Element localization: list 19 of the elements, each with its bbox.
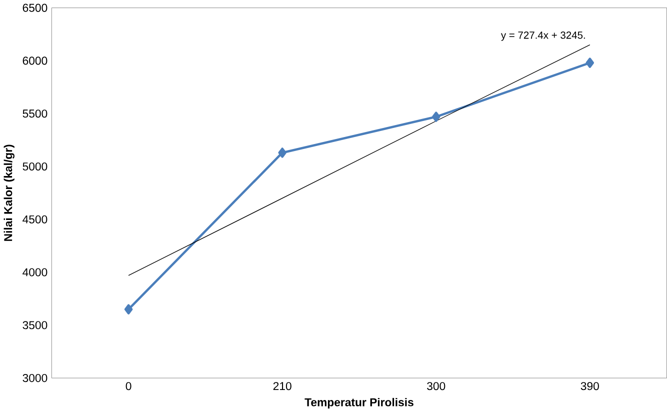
x-tick-label: 300 (427, 382, 446, 390)
y-tick-label: 4500 (22, 215, 48, 224)
y-tick-label: 6500 (22, 4, 48, 12)
y-tick-label: 3000 (22, 374, 48, 382)
point (586, 58, 594, 68)
y-axis-title: Nilai Kalor (kal/gr) (4, 144, 14, 241)
x-axis-title: Temperatur Pirolisis (304, 398, 414, 408)
x-tick-label: 210 (273, 382, 292, 390)
annotation: y = 727.4x + 3245. (500, 31, 585, 41)
y-tick-label: 5500 (22, 109, 48, 118)
y-tick-label: 3500 (22, 320, 48, 330)
x-tick-label: 0 (126, 382, 132, 390)
point (432, 111, 440, 122)
y-tick-label: 6000 (22, 56, 48, 65)
y-tick-label: 5000 (22, 162, 48, 170)
point (124, 304, 133, 314)
y-tick-label: 4000 (22, 268, 48, 276)
x-tick-label: 390 (580, 382, 599, 390)
point (278, 147, 286, 158)
